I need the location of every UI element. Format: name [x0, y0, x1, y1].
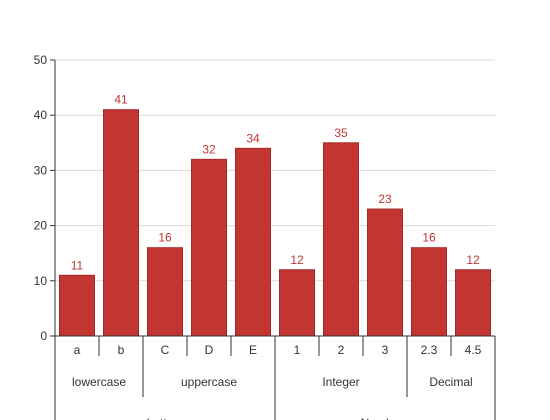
bar[interactable]: [235, 147, 271, 337]
x-category-label: 1: [294, 343, 301, 357]
y-tick-label: 50: [34, 53, 48, 67]
x-group-label: uppercase: [181, 375, 237, 389]
bar[interactable]: [367, 208, 403, 337]
bar[interactable]: [323, 142, 359, 337]
y-tick-label: 40: [34, 108, 48, 122]
x-category-label: a: [74, 343, 81, 357]
data-label: 16: [158, 231, 172, 245]
data-labels: 11 41 16 32 34 12 35 23 16 12: [71, 93, 480, 273]
bar[interactable]: [103, 109, 139, 337]
x-category-label: 2: [338, 343, 345, 357]
y-tick-label: 10: [34, 274, 48, 288]
y-tick-label: 20: [34, 219, 48, 233]
x-category-label: 2.3: [421, 343, 438, 357]
data-label: 11: [71, 258, 84, 272]
data-label: 23: [378, 192, 392, 206]
data-label: 12: [466, 253, 480, 267]
data-label: 16: [422, 231, 436, 245]
x-group-label: Decimal: [429, 375, 472, 389]
bar[interactable]: [191, 158, 227, 337]
x-category-label: 4.5: [465, 343, 482, 357]
bar[interactable]: [59, 274, 95, 337]
bar[interactable]: [147, 247, 183, 337]
bar[interactable]: [411, 247, 447, 337]
data-label: 34: [246, 131, 260, 145]
bar[interactable]: [455, 269, 491, 337]
y-tick-label: 30: [34, 163, 48, 177]
x-category-label: D: [205, 343, 214, 357]
data-label: 32: [202, 142, 216, 156]
bar[interactable]: [279, 269, 315, 337]
data-label: 12: [290, 253, 304, 267]
data-label: 41: [114, 93, 128, 107]
data-label: 35: [334, 126, 348, 140]
x-supergroup-label: Letters: [147, 416, 184, 420]
axes: [50, 59, 496, 420]
y-tick-label: 0: [40, 329, 47, 343]
x-category-label: C: [161, 343, 170, 357]
x-category-label: E: [249, 343, 257, 357]
y-tick-labels: 0 10 20 30 40 50: [34, 53, 48, 343]
x-group-label: Integer: [322, 375, 359, 389]
x-category-label: 3: [382, 343, 389, 357]
x-supergroup-label: Numbers: [361, 416, 410, 420]
x-group-label: lowercase: [72, 375, 126, 389]
bars: [59, 109, 491, 337]
x-category-labels: a b C D E 1 2 3 2.3 4.5 lowercase uppercase Integer D…: [72, 343, 482, 420]
x-category-label: b: [118, 343, 125, 357]
